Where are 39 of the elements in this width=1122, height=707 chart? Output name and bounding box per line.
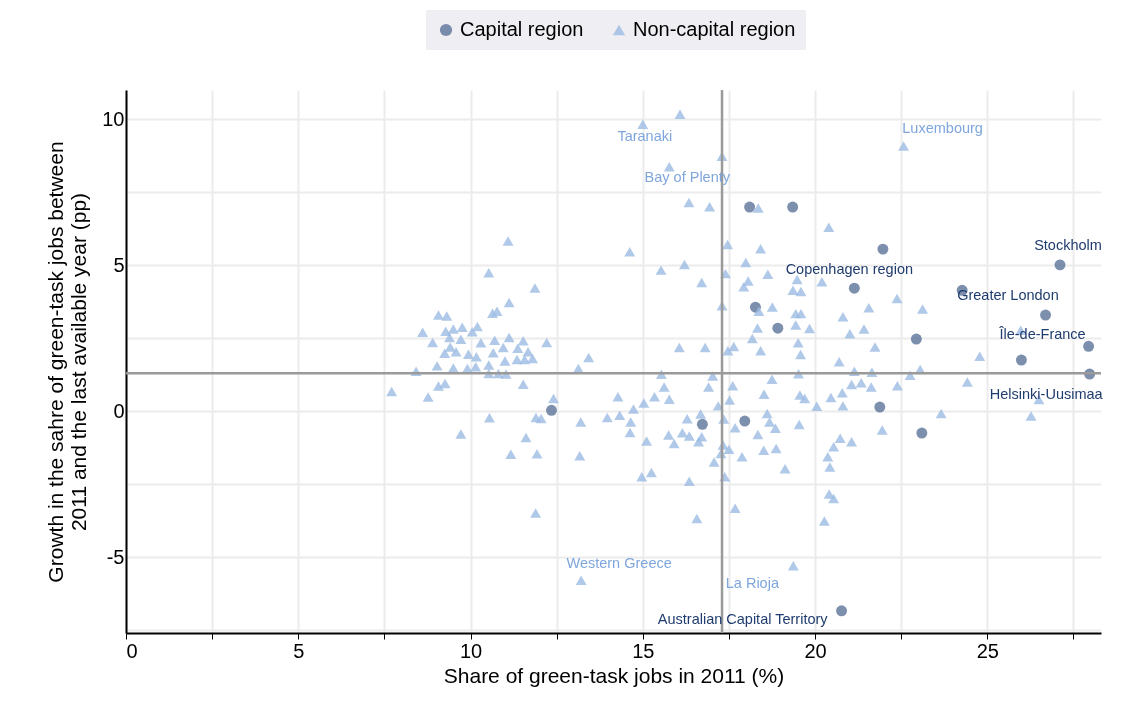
y-tick-label: 0 [113,399,125,422]
point [910,333,922,345]
point [787,201,799,213]
x-axis-title: Share of green-task jobs in 2011 (%) [443,663,785,687]
annotation: Luxembourg [902,120,983,137]
annotation: Stockholm [1034,236,1102,253]
point [836,605,848,617]
x-tick-label: 5 [293,639,305,662]
annotation: Western Greece [566,555,672,572]
y-axis-title: Growth in the sahre of green-task jobs between 2011 and the last available year (pp) [44,141,91,583]
y-tick-label: 10 [102,107,125,130]
annotation: Île-de-France [998,326,1086,343]
point [1040,309,1052,321]
point [696,418,708,430]
point [744,201,756,213]
x-tick-label: 10 [459,639,483,662]
x-tick-label: 20 [804,639,827,662]
annotation: Taranaki [617,128,673,145]
x-tick-label: 25 [976,639,999,662]
point [772,322,784,334]
y-tick-label: 5 [113,253,125,276]
point [1054,259,1066,271]
annotation: Copenhagen region [785,261,914,278]
point [916,427,928,439]
annotation: Greater London [957,287,1059,304]
annotation: Australian Capital Territory [657,610,829,627]
point [1083,340,1095,352]
y-tick-label: -5 [106,545,125,568]
point [874,401,886,413]
point [848,282,860,294]
annotation: La Rioja [725,574,780,591]
legend-label: Capital region [460,18,584,40]
annotation: Helsinki-Uusimaa [989,386,1104,403]
point [1015,354,1027,366]
point [877,243,889,255]
point [546,404,557,416]
x-tick-label: 15 [632,639,655,662]
legend-label: Non-capital region [633,18,796,40]
point [739,415,751,427]
